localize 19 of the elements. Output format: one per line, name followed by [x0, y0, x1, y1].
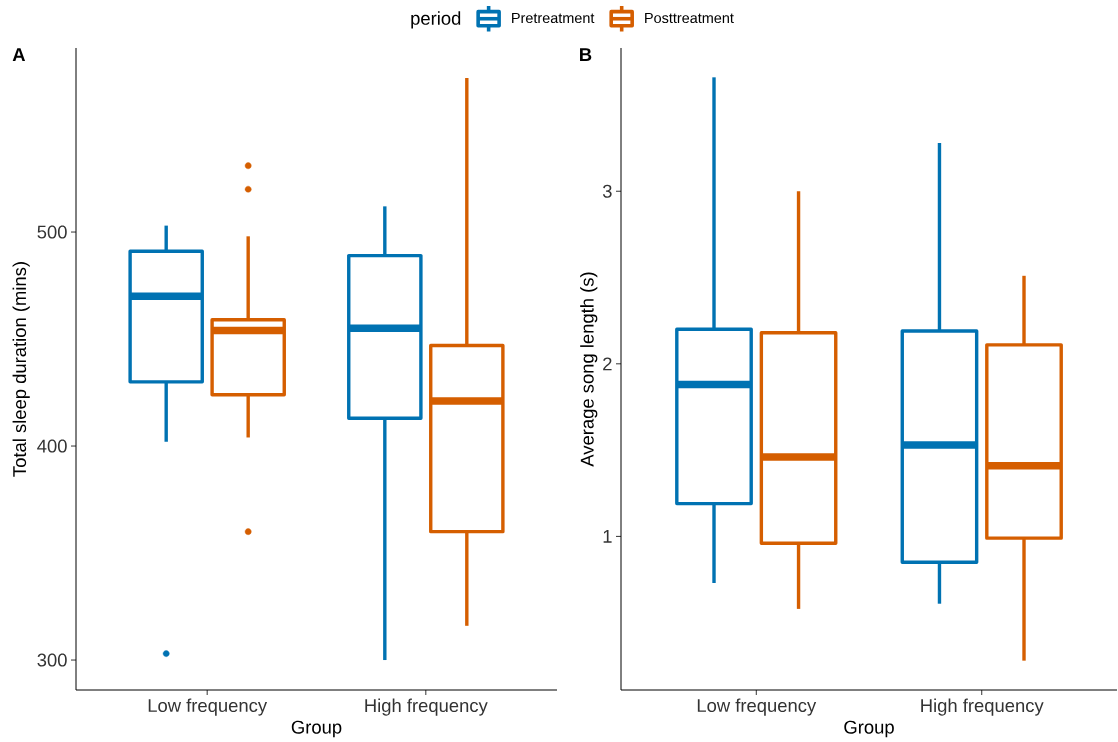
x-axis-title: Group	[844, 720, 894, 738]
legend-title: period	[411, 11, 461, 29]
x-tick-label: Low frequency	[697, 698, 817, 716]
y-tick-label: 300	[37, 653, 67, 667]
y-axis-title: Average song length (s)	[580, 272, 598, 467]
y-tick-label: 500	[37, 225, 67, 239]
chart-title: A	[12, 48, 26, 61]
x-tick-label: High frequency	[365, 698, 488, 716]
x-axis-title: Group	[291, 720, 342, 738]
y-tick-label: 1	[603, 530, 612, 543]
legend-label: Posttreatment	[645, 13, 734, 24]
y-tick-label: 2	[603, 357, 612, 371]
legend-label: Pretreatment	[512, 13, 595, 24]
x-tick-label: High frequency	[921, 698, 1044, 716]
x-tick-label: Low frequency	[148, 698, 268, 716]
y-tick-label: 3	[602, 184, 612, 198]
y-axis-title: Total sleep duration (mins)	[12, 262, 30, 477]
y-tick-label: 400	[37, 439, 67, 453]
chart-title: B	[580, 48, 592, 61]
